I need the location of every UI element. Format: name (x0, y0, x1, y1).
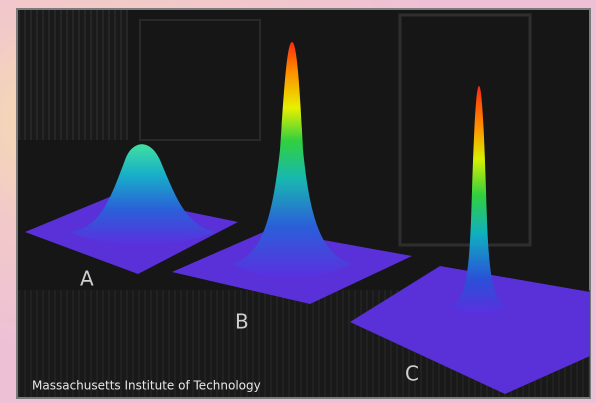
page: A B C Massachusetts Institute of Technol… (0, 0, 596, 403)
picture: A B C Massachusetts Institute of Technol… (0, 0, 596, 403)
peak-label: A (80, 267, 94, 291)
peak-label: C (405, 362, 419, 386)
peak-label: B (235, 310, 249, 334)
credit: Massachusetts Institute of Technology (32, 379, 261, 393)
background-texture (18, 10, 128, 140)
